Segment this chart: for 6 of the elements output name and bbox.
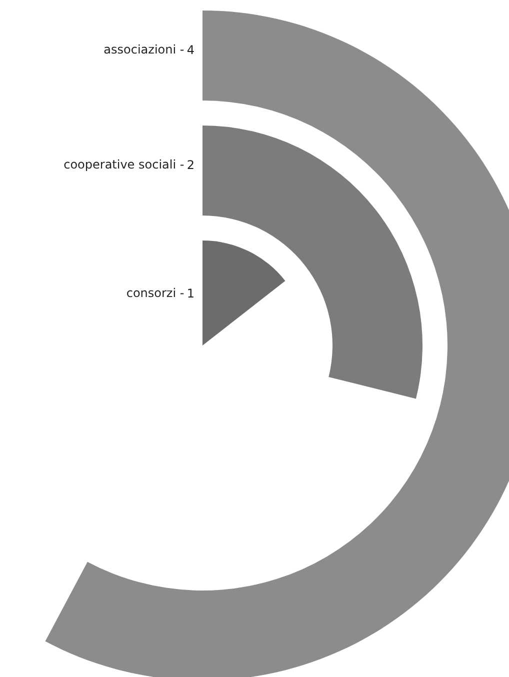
category-label: associazioni - [104, 42, 184, 56]
data-label: 4 [186, 43, 195, 57]
category-label: cooperative sociali - [64, 158, 184, 172]
data-label: 1 [186, 286, 195, 300]
category-label: consorzi - [126, 286, 184, 300]
data-label: 2 [186, 158, 195, 172]
